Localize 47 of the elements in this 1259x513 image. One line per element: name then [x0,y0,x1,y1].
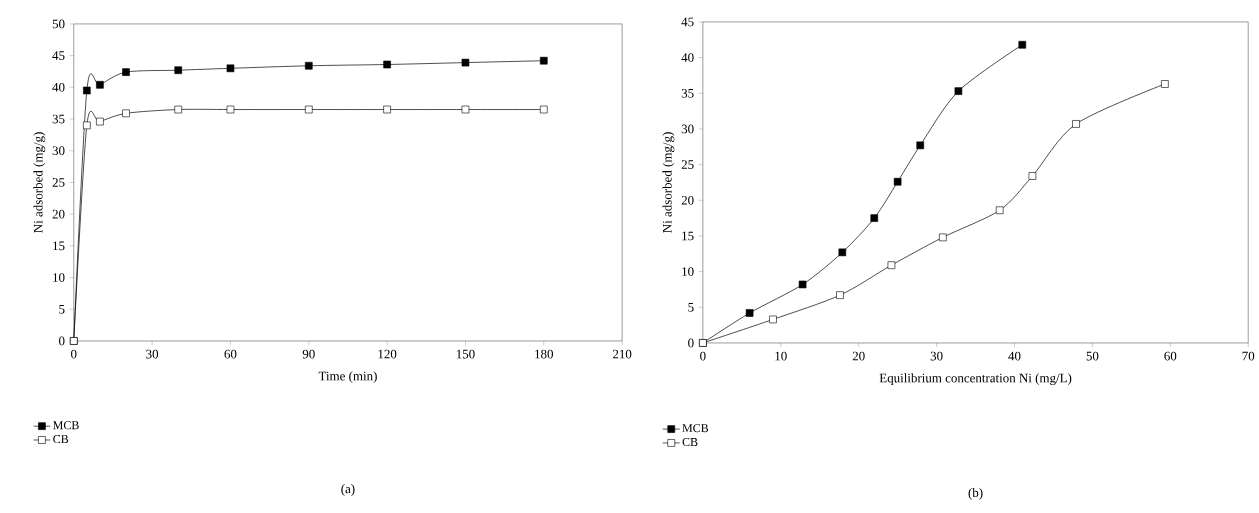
y-tick-label: 10 [53,272,65,282]
x-tick-label: 180 [535,349,554,359]
y-tick-label: 35 [681,88,694,98]
y-tick-label: 40 [681,53,694,62]
y-axis-title: Ni adsorbed (mg/g) [33,132,46,233]
x-tick-label: 150 [456,349,475,359]
x-axis-title: Equilibrium concentration Ni (mg/L) [879,373,1072,385]
y-tick-label: 15 [53,241,65,250]
y-tick-label: 45 [681,17,694,27]
y-tick-label: 5 [688,302,694,312]
y-tick-label: 30 [681,124,694,134]
y-tick-label: 20 [52,209,65,219]
x-tick-label: 70 [1242,351,1255,361]
legend-label: CB [682,437,698,446]
x-tick-label: 60 [224,349,237,359]
x-tick-label: 50 [1086,351,1099,361]
x-tick-label: 0 [700,351,706,361]
x-tick-label: 20 [852,351,865,361]
x-tick-label: 0 [71,349,77,359]
y-tick-label: 25 [52,177,65,187]
y-tick-label: 0 [59,336,65,346]
x-tick-label: 120 [378,349,397,359]
x-tick-label: 210 [612,349,632,359]
x-tick-label: 10 [775,351,787,361]
y-tick-label: 20 [681,195,694,205]
y-tick-label: 5 [59,304,65,314]
x-tick-label: 30 [146,349,159,359]
legend-label: CB [53,434,69,443]
text: (b) [968,487,983,500]
x-tick-label: 60 [1164,351,1177,361]
y-tick-label: 40 [52,82,65,92]
text: (a) [341,483,355,496]
y-tick-label: 0 [688,338,694,348]
y-tick-label: 30 [52,146,65,155]
y-tick-label: 50 [52,19,65,29]
legend-label: MCB [682,423,709,432]
y-tick-label: 15 [682,231,694,241]
y-tick-label: 10 [682,267,694,276]
y-tick-label: 35 [52,114,65,124]
x-tick-label: 30 [930,351,943,361]
x-tick-label: 90 [302,349,315,359]
y-tick-label: 25 [681,160,694,169]
x-axis-title: Time (min) [318,371,377,383]
y-axis-title: Ni adsorbed (mg/g) [662,132,675,233]
y-tick-label: 45 [52,51,65,60]
legend-label: MCB [53,421,79,430]
x-tick-label: 40 [1008,351,1021,361]
